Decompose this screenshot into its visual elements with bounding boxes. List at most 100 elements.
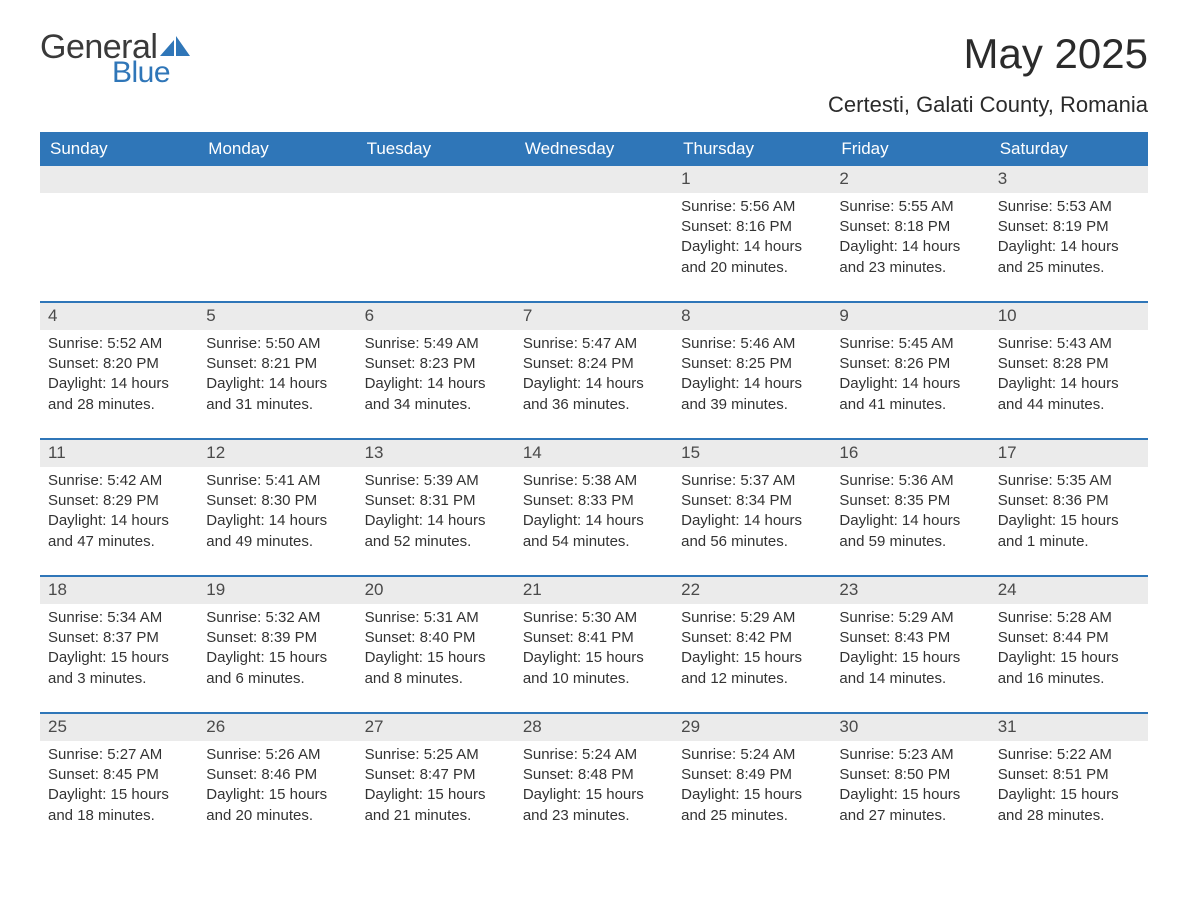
sunrise-text: Sunrise: 5:45 AM [839, 334, 981, 354]
weekday-header-row: SundayMondayTuesdayWednesdayThursdayFrid… [40, 132, 1148, 166]
sunset-text: Sunset: 8:23 PM [365, 354, 507, 374]
day-body: Sunrise: 5:34 AMSunset: 8:37 PMDaylight:… [40, 604, 198, 695]
sunset-text: Sunset: 8:37 PM [48, 628, 190, 648]
week-row: 1Sunrise: 5:56 AMSunset: 8:16 PMDaylight… [40, 166, 1148, 301]
location-subtitle: Certesti, Galati County, Romania [40, 92, 1148, 118]
sunrise-text: Sunrise: 5:52 AM [48, 334, 190, 354]
sunrise-text: Sunrise: 5:47 AM [523, 334, 665, 354]
sunset-text: Sunset: 8:35 PM [839, 491, 981, 511]
daylight-text: Daylight: 15 hours and 21 minutes. [365, 785, 507, 826]
day-number: 29 [673, 714, 831, 741]
sunset-text: Sunset: 8:31 PM [365, 491, 507, 511]
sunrise-text: Sunrise: 5:56 AM [681, 197, 823, 217]
daylight-text: Daylight: 14 hours and 28 minutes. [48, 374, 190, 415]
sunset-text: Sunset: 8:30 PM [206, 491, 348, 511]
page-title: May 2025 [964, 30, 1148, 78]
day-number [515, 166, 673, 193]
day-cell [40, 166, 198, 301]
day-number [40, 166, 198, 193]
daylight-text: Daylight: 15 hours and 10 minutes. [523, 648, 665, 689]
weekday-header: Monday [198, 132, 356, 166]
day-cell: 17Sunrise: 5:35 AMSunset: 8:36 PMDayligh… [990, 440, 1148, 575]
day-cell: 13Sunrise: 5:39 AMSunset: 8:31 PMDayligh… [357, 440, 515, 575]
daylight-text: Daylight: 15 hours and 18 minutes. [48, 785, 190, 826]
day-body: Sunrise: 5:24 AMSunset: 8:49 PMDaylight:… [673, 741, 831, 832]
day-number: 24 [990, 577, 1148, 604]
header: General Blue May 2025 [40, 30, 1148, 88]
sunrise-text: Sunrise: 5:50 AM [206, 334, 348, 354]
day-body: Sunrise: 5:29 AMSunset: 8:42 PMDaylight:… [673, 604, 831, 695]
day-cell: 1Sunrise: 5:56 AMSunset: 8:16 PMDaylight… [673, 166, 831, 301]
logo: General Blue [40, 30, 190, 88]
daylight-text: Daylight: 14 hours and 47 minutes. [48, 511, 190, 552]
daylight-text: Daylight: 14 hours and 56 minutes. [681, 511, 823, 552]
day-number: 20 [357, 577, 515, 604]
sunset-text: Sunset: 8:50 PM [839, 765, 981, 785]
day-body: Sunrise: 5:39 AMSunset: 8:31 PMDaylight:… [357, 467, 515, 558]
sunrise-text: Sunrise: 5:53 AM [998, 197, 1140, 217]
day-number: 16 [831, 440, 989, 467]
day-body: Sunrise: 5:36 AMSunset: 8:35 PMDaylight:… [831, 467, 989, 558]
day-body: Sunrise: 5:38 AMSunset: 8:33 PMDaylight:… [515, 467, 673, 558]
sunrise-text: Sunrise: 5:31 AM [365, 608, 507, 628]
day-cell: 21Sunrise: 5:30 AMSunset: 8:41 PMDayligh… [515, 577, 673, 712]
day-body: Sunrise: 5:29 AMSunset: 8:43 PMDaylight:… [831, 604, 989, 695]
day-cell: 20Sunrise: 5:31 AMSunset: 8:40 PMDayligh… [357, 577, 515, 712]
week-row: 25Sunrise: 5:27 AMSunset: 8:45 PMDayligh… [40, 712, 1148, 849]
day-cell: 18Sunrise: 5:34 AMSunset: 8:37 PMDayligh… [40, 577, 198, 712]
weekday-header: Saturday [990, 132, 1148, 166]
day-number: 18 [40, 577, 198, 604]
day-body: Sunrise: 5:49 AMSunset: 8:23 PMDaylight:… [357, 330, 515, 421]
sunrise-text: Sunrise: 5:27 AM [48, 745, 190, 765]
sunset-text: Sunset: 8:21 PM [206, 354, 348, 374]
sunset-text: Sunset: 8:39 PM [206, 628, 348, 648]
weekday-header: Thursday [673, 132, 831, 166]
day-body [357, 193, 515, 203]
daylight-text: Daylight: 14 hours and 36 minutes. [523, 374, 665, 415]
sunset-text: Sunset: 8:41 PM [523, 628, 665, 648]
day-body [40, 193, 198, 203]
day-number: 25 [40, 714, 198, 741]
sunrise-text: Sunrise: 5:24 AM [681, 745, 823, 765]
day-body: Sunrise: 5:43 AMSunset: 8:28 PMDaylight:… [990, 330, 1148, 421]
day-cell [515, 166, 673, 301]
day-number: 12 [198, 440, 356, 467]
week-row: 18Sunrise: 5:34 AMSunset: 8:37 PMDayligh… [40, 575, 1148, 712]
day-cell: 31Sunrise: 5:22 AMSunset: 8:51 PMDayligh… [990, 714, 1148, 849]
weeks-container: 1Sunrise: 5:56 AMSunset: 8:16 PMDaylight… [40, 166, 1148, 849]
daylight-text: Daylight: 15 hours and 28 minutes. [998, 785, 1140, 826]
day-number: 17 [990, 440, 1148, 467]
day-cell: 16Sunrise: 5:36 AMSunset: 8:35 PMDayligh… [831, 440, 989, 575]
day-body: Sunrise: 5:28 AMSunset: 8:44 PMDaylight:… [990, 604, 1148, 695]
day-body: Sunrise: 5:50 AMSunset: 8:21 PMDaylight:… [198, 330, 356, 421]
day-body: Sunrise: 5:41 AMSunset: 8:30 PMDaylight:… [198, 467, 356, 558]
daylight-text: Daylight: 14 hours and 39 minutes. [681, 374, 823, 415]
sunrise-text: Sunrise: 5:32 AM [206, 608, 348, 628]
sunrise-text: Sunrise: 5:55 AM [839, 197, 981, 217]
sunset-text: Sunset: 8:33 PM [523, 491, 665, 511]
sunset-text: Sunset: 8:25 PM [681, 354, 823, 374]
day-body: Sunrise: 5:31 AMSunset: 8:40 PMDaylight:… [357, 604, 515, 695]
day-number: 11 [40, 440, 198, 467]
daylight-text: Daylight: 14 hours and 44 minutes. [998, 374, 1140, 415]
sunrise-text: Sunrise: 5:46 AM [681, 334, 823, 354]
day-body: Sunrise: 5:37 AMSunset: 8:34 PMDaylight:… [673, 467, 831, 558]
sunset-text: Sunset: 8:24 PM [523, 354, 665, 374]
day-cell: 9Sunrise: 5:45 AMSunset: 8:26 PMDaylight… [831, 303, 989, 438]
logo-sail-icon [160, 36, 190, 56]
sunset-text: Sunset: 8:16 PM [681, 217, 823, 237]
day-number: 14 [515, 440, 673, 467]
daylight-text: Daylight: 15 hours and 27 minutes. [839, 785, 981, 826]
day-number: 2 [831, 166, 989, 193]
day-number: 30 [831, 714, 989, 741]
day-number: 4 [40, 303, 198, 330]
day-cell: 24Sunrise: 5:28 AMSunset: 8:44 PMDayligh… [990, 577, 1148, 712]
day-body: Sunrise: 5:47 AMSunset: 8:24 PMDaylight:… [515, 330, 673, 421]
sunset-text: Sunset: 8:51 PM [998, 765, 1140, 785]
daylight-text: Daylight: 15 hours and 14 minutes. [839, 648, 981, 689]
day-cell: 15Sunrise: 5:37 AMSunset: 8:34 PMDayligh… [673, 440, 831, 575]
day-cell [357, 166, 515, 301]
sunrise-text: Sunrise: 5:26 AM [206, 745, 348, 765]
day-body: Sunrise: 5:30 AMSunset: 8:41 PMDaylight:… [515, 604, 673, 695]
day-cell: 7Sunrise: 5:47 AMSunset: 8:24 PMDaylight… [515, 303, 673, 438]
